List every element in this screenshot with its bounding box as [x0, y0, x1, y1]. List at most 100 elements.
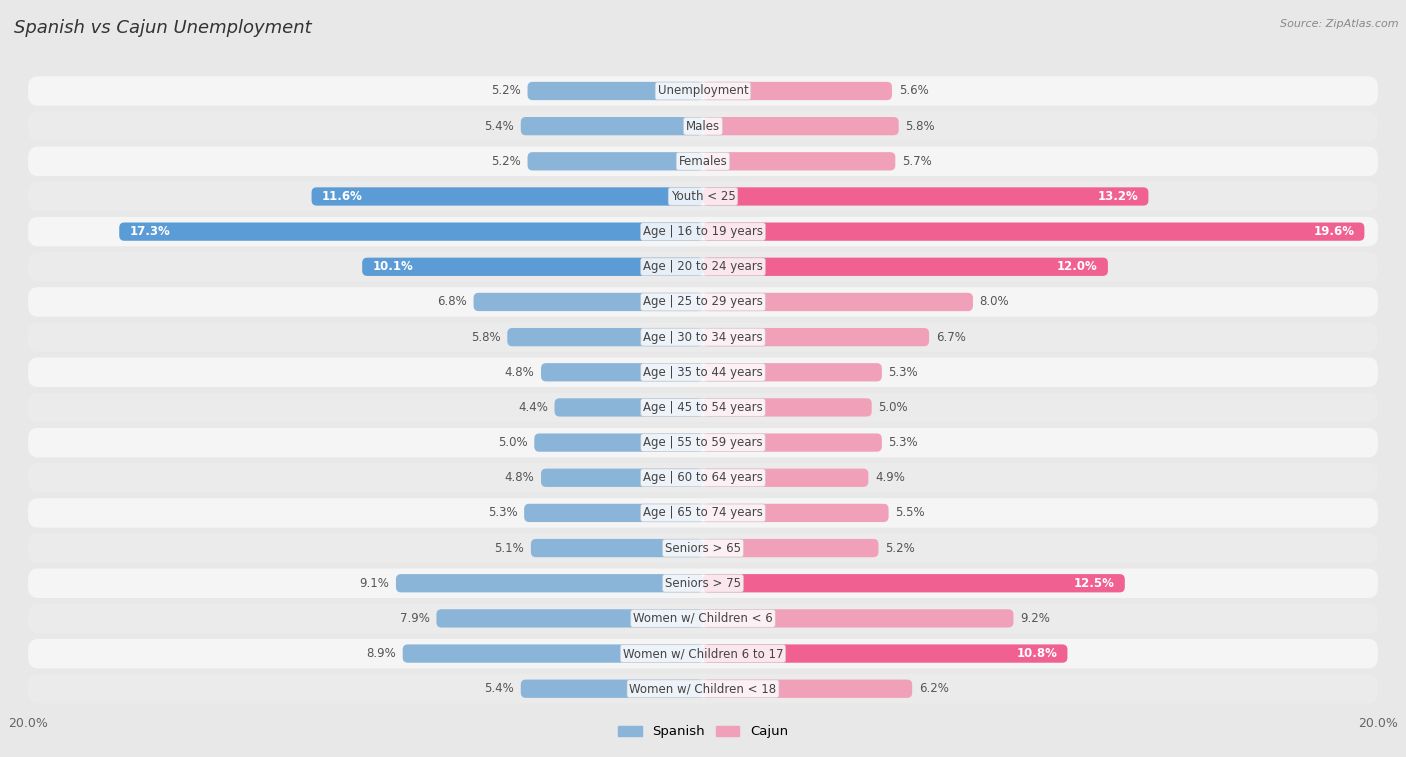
FancyBboxPatch shape: [524, 503, 703, 522]
FancyBboxPatch shape: [703, 82, 891, 100]
Text: Women w/ Children < 18: Women w/ Children < 18: [630, 682, 776, 695]
FancyBboxPatch shape: [28, 252, 1378, 282]
Text: 8.9%: 8.9%: [366, 647, 396, 660]
FancyBboxPatch shape: [436, 609, 703, 628]
Text: 5.7%: 5.7%: [903, 155, 932, 168]
Text: 19.6%: 19.6%: [1313, 225, 1354, 238]
Text: 6.8%: 6.8%: [437, 295, 467, 308]
Text: Age | 20 to 24 years: Age | 20 to 24 years: [643, 260, 763, 273]
Text: Source: ZipAtlas.com: Source: ZipAtlas.com: [1281, 19, 1399, 29]
FancyBboxPatch shape: [28, 428, 1378, 457]
FancyBboxPatch shape: [703, 574, 1125, 593]
FancyBboxPatch shape: [703, 328, 929, 346]
Text: Age | 35 to 44 years: Age | 35 to 44 years: [643, 366, 763, 378]
FancyBboxPatch shape: [703, 257, 1108, 276]
Text: Age | 45 to 54 years: Age | 45 to 54 years: [643, 401, 763, 414]
Text: 5.5%: 5.5%: [896, 506, 925, 519]
Text: 9.1%: 9.1%: [360, 577, 389, 590]
Text: 12.5%: 12.5%: [1074, 577, 1115, 590]
FancyBboxPatch shape: [508, 328, 703, 346]
Text: 5.8%: 5.8%: [905, 120, 935, 132]
FancyBboxPatch shape: [703, 223, 1364, 241]
FancyBboxPatch shape: [396, 574, 703, 593]
Text: 4.4%: 4.4%: [517, 401, 548, 414]
Legend: Spanish, Cajun: Spanish, Cajun: [613, 720, 793, 743]
Text: 13.2%: 13.2%: [1098, 190, 1139, 203]
Text: Age | 16 to 19 years: Age | 16 to 19 years: [643, 225, 763, 238]
Text: 10.1%: 10.1%: [373, 260, 413, 273]
Text: 5.4%: 5.4%: [484, 120, 515, 132]
FancyBboxPatch shape: [28, 534, 1378, 563]
FancyBboxPatch shape: [703, 503, 889, 522]
Text: Age | 55 to 59 years: Age | 55 to 59 years: [643, 436, 763, 449]
FancyBboxPatch shape: [703, 434, 882, 452]
FancyBboxPatch shape: [541, 469, 703, 487]
Text: 7.9%: 7.9%: [399, 612, 430, 625]
Text: Youth < 25: Youth < 25: [671, 190, 735, 203]
FancyBboxPatch shape: [363, 257, 703, 276]
FancyBboxPatch shape: [520, 117, 703, 136]
FancyBboxPatch shape: [28, 569, 1378, 598]
Text: Age | 30 to 34 years: Age | 30 to 34 years: [643, 331, 763, 344]
FancyBboxPatch shape: [28, 357, 1378, 387]
Text: 12.0%: 12.0%: [1057, 260, 1098, 273]
Text: 5.6%: 5.6%: [898, 85, 928, 98]
FancyBboxPatch shape: [474, 293, 703, 311]
Text: Age | 25 to 29 years: Age | 25 to 29 years: [643, 295, 763, 308]
FancyBboxPatch shape: [28, 603, 1378, 633]
Text: Unemployment: Unemployment: [658, 85, 748, 98]
FancyBboxPatch shape: [703, 152, 896, 170]
Text: 4.8%: 4.8%: [505, 472, 534, 484]
Text: 5.8%: 5.8%: [471, 331, 501, 344]
Text: Seniors > 65: Seniors > 65: [665, 541, 741, 555]
FancyBboxPatch shape: [703, 469, 869, 487]
Text: 5.4%: 5.4%: [484, 682, 515, 695]
FancyBboxPatch shape: [703, 609, 1014, 628]
FancyBboxPatch shape: [28, 463, 1378, 493]
Text: 6.7%: 6.7%: [936, 331, 966, 344]
FancyBboxPatch shape: [703, 117, 898, 136]
Text: 17.3%: 17.3%: [129, 225, 170, 238]
FancyBboxPatch shape: [28, 322, 1378, 352]
FancyBboxPatch shape: [703, 680, 912, 698]
FancyBboxPatch shape: [703, 187, 1149, 206]
Text: Females: Females: [679, 155, 727, 168]
Text: 5.3%: 5.3%: [488, 506, 517, 519]
FancyBboxPatch shape: [312, 187, 703, 206]
FancyBboxPatch shape: [28, 111, 1378, 141]
Text: 5.2%: 5.2%: [491, 85, 520, 98]
Text: 5.3%: 5.3%: [889, 436, 918, 449]
Text: 5.2%: 5.2%: [491, 155, 520, 168]
Text: 5.0%: 5.0%: [879, 401, 908, 414]
FancyBboxPatch shape: [703, 293, 973, 311]
Text: Males: Males: [686, 120, 720, 132]
Text: 5.3%: 5.3%: [889, 366, 918, 378]
Text: 5.0%: 5.0%: [498, 436, 527, 449]
FancyBboxPatch shape: [541, 363, 703, 382]
FancyBboxPatch shape: [531, 539, 703, 557]
FancyBboxPatch shape: [554, 398, 703, 416]
FancyBboxPatch shape: [703, 363, 882, 382]
FancyBboxPatch shape: [28, 674, 1378, 703]
FancyBboxPatch shape: [28, 182, 1378, 211]
Text: 4.8%: 4.8%: [505, 366, 534, 378]
Text: Women w/ Children 6 to 17: Women w/ Children 6 to 17: [623, 647, 783, 660]
Text: 6.2%: 6.2%: [920, 682, 949, 695]
FancyBboxPatch shape: [703, 398, 872, 416]
FancyBboxPatch shape: [534, 434, 703, 452]
Text: 9.2%: 9.2%: [1021, 612, 1050, 625]
FancyBboxPatch shape: [28, 147, 1378, 176]
Text: Age | 60 to 64 years: Age | 60 to 64 years: [643, 472, 763, 484]
FancyBboxPatch shape: [28, 76, 1378, 106]
Text: Women w/ Children < 6: Women w/ Children < 6: [633, 612, 773, 625]
FancyBboxPatch shape: [402, 644, 703, 662]
Text: Seniors > 75: Seniors > 75: [665, 577, 741, 590]
Text: 11.6%: 11.6%: [322, 190, 363, 203]
FancyBboxPatch shape: [28, 639, 1378, 668]
FancyBboxPatch shape: [703, 539, 879, 557]
Text: Age | 65 to 74 years: Age | 65 to 74 years: [643, 506, 763, 519]
FancyBboxPatch shape: [28, 498, 1378, 528]
FancyBboxPatch shape: [527, 82, 703, 100]
FancyBboxPatch shape: [527, 152, 703, 170]
FancyBboxPatch shape: [520, 680, 703, 698]
